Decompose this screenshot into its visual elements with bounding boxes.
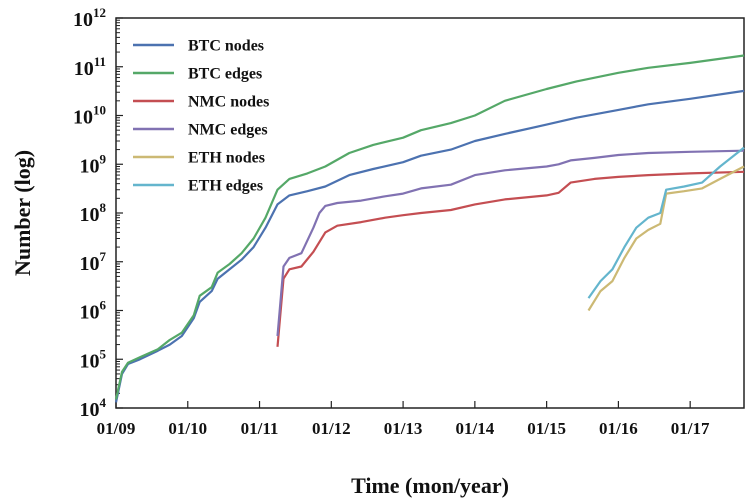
y-tick-label: 108	[80, 200, 107, 226]
y-tick-label: 1011	[74, 54, 106, 80]
x-axis-ticks: 01/09 01/10 01/11 01/12 01/13 01/14 01/15 01/16…	[97, 401, 710, 438]
series-line	[276, 149, 745, 337]
y-tick-exponent: 6	[100, 298, 107, 313]
x-tick-label: 01/16	[599, 419, 638, 438]
x-tick-label: 01/11	[241, 419, 279, 438]
y-tick-label: 1012	[73, 5, 106, 31]
series-line	[587, 146, 745, 299]
x-axis-title: Time (mon/year)	[351, 473, 509, 498]
y-tick-exponent: 8	[100, 200, 107, 215]
y-tick-exponent: 11	[94, 54, 106, 69]
y-tick-base: 10	[74, 58, 94, 80]
legend-label: BTC edges	[188, 66, 262, 83]
legend-label: ETH edges	[188, 178, 263, 195]
x-tick-label: 01/09	[97, 419, 136, 438]
x-tick-label: 01/13	[384, 419, 423, 438]
y-tick-label: 106	[80, 298, 107, 324]
series-line	[587, 165, 745, 312]
series-line	[276, 170, 745, 347]
y-tick-base: 10	[80, 302, 100, 324]
x-tick-label: 01/17	[671, 419, 710, 438]
y-tick-exponent: 9	[100, 151, 107, 166]
y-tick-exponent: 4	[100, 395, 107, 410]
y-axis-title: Number (log)	[10, 150, 35, 276]
x-tick-label: 01/10	[168, 419, 207, 438]
legend-label: ETH nodes	[188, 150, 265, 167]
y-tick-label: 107	[80, 249, 107, 275]
y-tick-base: 10	[80, 350, 100, 372]
y-tick-exponent: 5	[100, 346, 107, 361]
y-tick-label: 1010	[73, 103, 106, 129]
y-tick-base: 10	[80, 155, 100, 177]
legend: BTC nodes BTC edges NMC nodes NMC edges ETH …	[133, 38, 269, 195]
series-line	[114, 54, 745, 400]
y-tick-exponent: 10	[93, 103, 106, 118]
y-tick-base: 10	[80, 399, 100, 421]
x-tick-label: 01/15	[527, 419, 566, 438]
y-tick-label: 109	[80, 151, 107, 177]
x-tick-label: 01/12	[312, 419, 351, 438]
y-tick-base: 10	[73, 107, 93, 129]
series-layer	[114, 54, 745, 403]
y-tick-label: 105	[80, 346, 107, 372]
y-tick-base: 10	[80, 253, 100, 275]
y-tick-base: 10	[73, 9, 93, 31]
x-tick-label: 01/14	[455, 419, 494, 438]
y-tick-base: 10	[80, 204, 100, 226]
legend-label: BTC nodes	[188, 38, 264, 55]
legend-label: NMC nodes	[188, 94, 269, 111]
legend-label: NMC edges	[188, 122, 268, 139]
y-tick-label: 104	[80, 395, 107, 421]
y-tick-exponent: 12	[93, 5, 106, 20]
y-tick-exponent: 7	[100, 249, 107, 264]
series-line	[114, 89, 745, 403]
